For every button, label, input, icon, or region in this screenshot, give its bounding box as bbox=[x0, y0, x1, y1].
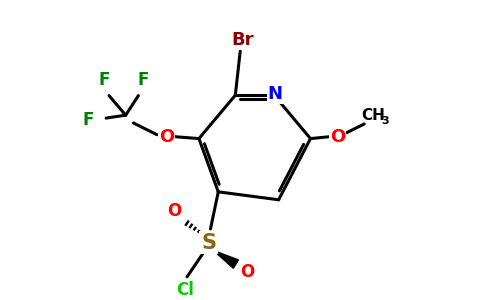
Text: 3: 3 bbox=[381, 116, 389, 126]
Text: O: O bbox=[241, 263, 255, 281]
Polygon shape bbox=[213, 250, 239, 268]
Text: O: O bbox=[330, 128, 346, 146]
Text: Cl: Cl bbox=[176, 281, 194, 299]
Text: CH: CH bbox=[361, 108, 385, 123]
Text: F: F bbox=[137, 71, 149, 89]
Text: O: O bbox=[167, 202, 182, 220]
Text: O: O bbox=[159, 128, 174, 146]
Text: F: F bbox=[99, 71, 110, 89]
Text: N: N bbox=[268, 85, 283, 103]
Text: F: F bbox=[83, 111, 94, 129]
Text: Br: Br bbox=[231, 31, 254, 49]
Text: S: S bbox=[201, 232, 216, 253]
